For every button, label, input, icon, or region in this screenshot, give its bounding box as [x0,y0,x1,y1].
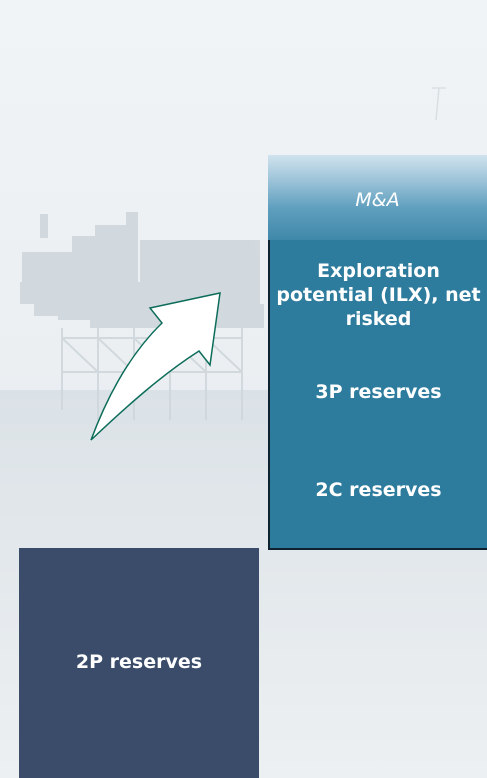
exploration-potential-box: Exploration potential (ILX), net risked [268,240,487,354]
reserves-2p-box: 2P reserves [19,548,259,778]
ma-header-band [268,155,487,241]
reserves-3p-box: 3P reserves [268,352,487,435]
reserves-2c-label: 2C reserves [315,478,442,501]
reserves-3p-label: 3P reserves [315,380,442,403]
ma-label: M&A [355,189,400,211]
reserves-2p-label: 2P reserves [75,651,203,674]
exploration-potential-label: Exploration potential (ILX), net risked [276,260,481,330]
reserves-2c-box: 2C reserves [268,433,487,550]
